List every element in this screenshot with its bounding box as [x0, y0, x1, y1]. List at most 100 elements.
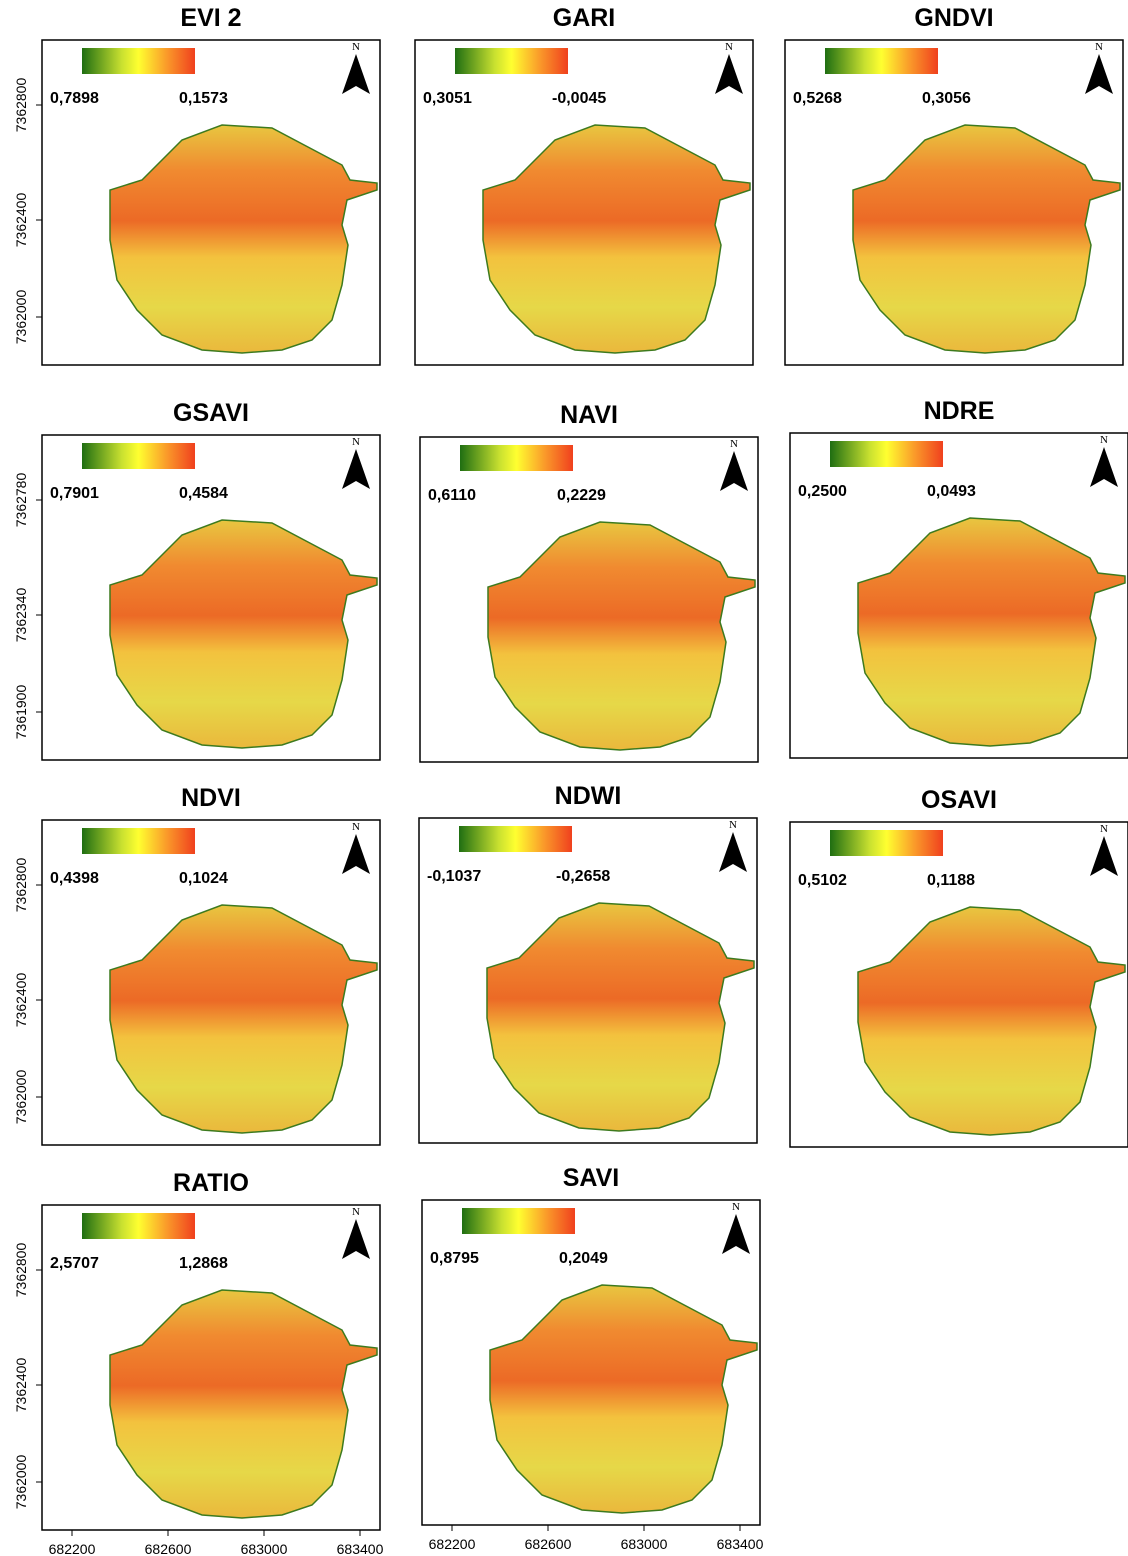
legend-ramp	[462, 1208, 575, 1234]
legend-ramp	[82, 1213, 195, 1239]
x-tick-label: 682200	[429, 1536, 476, 1552]
north-arrow	[719, 832, 747, 872]
north-arrow	[342, 1219, 370, 1259]
legend-min: 0,2049	[559, 1250, 608, 1267]
north-label: N	[352, 41, 360, 53]
y-tick-label: 7362000	[13, 1070, 29, 1125]
north-label: N	[352, 436, 360, 448]
legend-max: 0,7898	[50, 90, 99, 107]
legend-max: 0,3051	[423, 90, 472, 107]
field-map	[482, 124, 751, 354]
panel-title: GSAVI	[173, 399, 249, 427]
panel-title: NDVI	[181, 784, 241, 812]
north-label: N	[730, 438, 738, 450]
field-map	[109, 519, 378, 749]
x-tick-label: 682200	[49, 1541, 96, 1556]
legend-max: 0,5102	[798, 872, 847, 889]
legend-ramp	[82, 443, 195, 469]
panel-title: OSAVI	[921, 786, 997, 814]
north-arrow	[722, 1214, 750, 1254]
legend-min: -0,0045	[552, 90, 606, 107]
legend-max: 0,8795	[430, 1250, 479, 1267]
y-tick-label: 7362000	[13, 1455, 29, 1510]
x-tick-label: 683400	[717, 1536, 764, 1552]
north-arrow	[342, 834, 370, 874]
legend-ramp	[82, 48, 195, 74]
north-label: N	[1100, 823, 1108, 835]
north-label: N	[1095, 41, 1103, 53]
north-label: N	[725, 41, 733, 53]
x-tick-label: 682600	[145, 1541, 192, 1556]
legend-ramp	[459, 826, 572, 852]
y-tick-label: 7361900	[13, 685, 29, 740]
field-map	[857, 906, 1126, 1136]
north-label: N	[729, 819, 737, 831]
panel-title: GNDVI	[914, 4, 993, 32]
legend-max: 0,2500	[798, 483, 847, 500]
panel-title: RATIO	[173, 1169, 249, 1197]
y-tick-label: 7362400	[13, 973, 29, 1028]
panel-title: EVI 2	[180, 4, 241, 32]
y-tick-label: 7362400	[13, 193, 29, 248]
north-arrow	[720, 451, 748, 491]
legend-min: -0,2658	[556, 868, 610, 885]
field-map	[852, 124, 1121, 354]
legend-ramp	[830, 830, 943, 856]
legend-min: 0,1024	[179, 870, 228, 887]
legend-min: 0,0493	[927, 483, 976, 500]
map-panel: NDVI 0,4398 0,1024 N 7362800 7362400 7362000	[13, 784, 381, 1146]
map-panel: OSAVI 0,5102 0,1188 N	[789, 786, 1128, 1148]
legend-ramp	[825, 48, 938, 74]
panel-title: NDRE	[924, 397, 995, 425]
field-map	[486, 902, 755, 1132]
legend-max: 0,4398	[50, 870, 99, 887]
y-tick-label: 7362400	[13, 1358, 29, 1413]
x-tick-label: 683400	[337, 1541, 384, 1556]
legend-ramp	[460, 445, 573, 471]
panel-title: NAVI	[560, 401, 618, 429]
legend-max: 0,5268	[793, 90, 842, 107]
panel-title: NDWI	[555, 782, 622, 810]
legend-ramp	[830, 441, 943, 467]
field-map	[109, 904, 378, 1134]
legend-min: 1,2868	[179, 1255, 228, 1272]
map-panel: NAVI 0,6110 0,2229 N	[419, 401, 759, 763]
x-tick-label: 682600	[525, 1536, 572, 1552]
panel-title: GARI	[553, 4, 616, 32]
legend-min: 0,3056	[922, 90, 971, 107]
north-arrow	[342, 449, 370, 489]
x-tick-label: 683000	[241, 1541, 288, 1556]
map-panel: GARI 0,3051 -0,0045 N	[414, 4, 754, 366]
y-tick-label: 7362800	[13, 1243, 29, 1298]
y-tick-label: 7362340	[13, 588, 29, 643]
map-panel: GSAVI 0,7901 0,4584 N 7362780 7362340 7361900	[13, 399, 381, 761]
y-tick-label: 7362780	[13, 473, 29, 528]
north-label: N	[352, 821, 360, 833]
y-tick-label: 7362800	[13, 78, 29, 133]
map-panel: SAVI 0,8795 0,2049 N 682200 682600 683000 68340…	[421, 1164, 764, 1552]
north-arrow	[342, 54, 370, 94]
legend-min: 0,1188	[927, 872, 975, 889]
map-panel: RATIO 2,5707 1,2868 N 7362800 7362400 7362000 6…	[13, 1169, 384, 1556]
north-arrow	[1090, 836, 1118, 876]
north-label: N	[1100, 434, 1108, 446]
field-map	[109, 1289, 378, 1519]
north-arrow	[715, 54, 743, 94]
y-tick-label: 7362000	[13, 290, 29, 345]
legend-max: 2,5707	[50, 1255, 99, 1272]
legend-min: 0,4584	[179, 485, 228, 502]
north-label: N	[732, 1201, 740, 1213]
x-tick-label: 683000	[621, 1536, 668, 1552]
map-panel: EVI 2 0,7898 0,1573 N 7362800 7362400 7362000	[13, 4, 381, 366]
legend-ramp	[82, 828, 195, 854]
y-tick-label: 7362800	[13, 858, 29, 913]
legend-ramp	[455, 48, 568, 74]
map-panel: NDWI -0,1037 -0,2658 N	[418, 782, 758, 1144]
legend-min: 0,1573	[179, 90, 228, 107]
legend-max: -0,1037	[427, 868, 481, 885]
north-arrow	[1090, 447, 1118, 487]
field-map	[487, 521, 756, 751]
panel-title: SAVI	[563, 1164, 620, 1192]
field-map	[109, 124, 378, 354]
